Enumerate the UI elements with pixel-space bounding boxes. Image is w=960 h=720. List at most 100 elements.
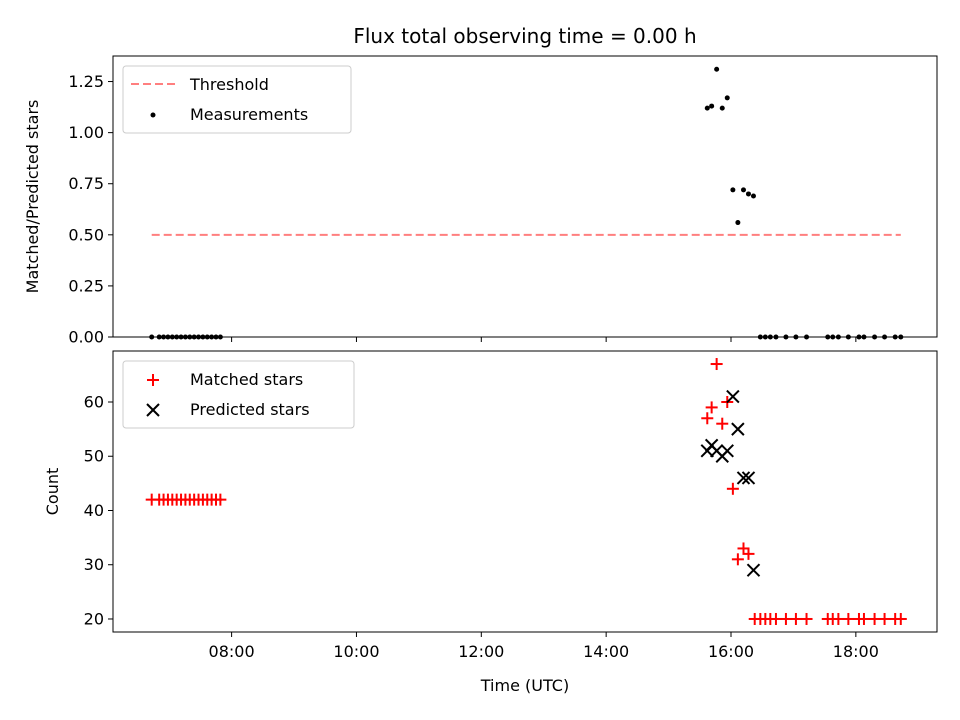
- measurement-point: [793, 334, 799, 340]
- bottom-y-tick-label: 50: [84, 447, 104, 466]
- matched-star-point: [800, 612, 813, 625]
- measurement-point: [773, 334, 779, 340]
- top-y-tick-label: 1.25: [68, 72, 104, 91]
- measurement-point: [200, 334, 206, 340]
- bottom-y-tick-label: 60: [84, 392, 104, 411]
- bottom-axes: Count Time (UTC) 20 30 40 50 60 08:00 10:00 12…: [43, 350, 938, 695]
- bottom-y-ticks: 20 30 40 50 60: [84, 392, 113, 628]
- matched-star-point: [705, 401, 718, 414]
- measurement-point: [892, 334, 898, 340]
- measurement-point: [149, 334, 155, 340]
- predicted-star-point: [741, 471, 756, 485]
- measurement-point: [762, 334, 768, 340]
- matched-star-point: [894, 612, 907, 625]
- bottom-legend: Matched stars Predicted stars: [122, 360, 355, 429]
- measurement-point: [845, 334, 851, 340]
- matched-star-point: [878, 612, 891, 625]
- measurement-point: [830, 334, 836, 340]
- chart-title: Flux total observing time = 0.00 h: [353, 24, 696, 48]
- top-y-axis-label: Matched/Predicted stars: [23, 100, 42, 294]
- x-tick-label: 14:00: [583, 642, 629, 661]
- x-tick-label: 08:00: [209, 642, 255, 661]
- x-tick-label: 18:00: [833, 642, 879, 661]
- bottom-axes-frame: [112, 350, 938, 633]
- measurement-point: [745, 191, 751, 197]
- top-legend-box: [122, 65, 352, 134]
- bottom-y-axis-label: Count: [43, 468, 62, 516]
- measurement-point: [898, 334, 904, 340]
- x-axis-label: Time (UTC): [480, 676, 569, 695]
- measurement-point: [174, 334, 180, 340]
- top-y-tick-label: 1.00: [68, 123, 104, 142]
- measurement-point: [719, 105, 725, 111]
- measurement-point: [757, 334, 763, 340]
- measurement-point: [740, 187, 746, 193]
- measurement-point: [783, 334, 789, 340]
- measurement-point: [209, 334, 215, 340]
- measurement-point: [156, 334, 162, 340]
- measurement-point: [187, 334, 193, 340]
- matched-star-point: [716, 417, 729, 430]
- matched-star-point: [710, 358, 723, 371]
- bottom-legend-box: [122, 360, 355, 429]
- measurement-point: [161, 334, 167, 340]
- legend-matched-label: Matched stars: [190, 370, 303, 389]
- measurement-point: [856, 334, 862, 340]
- measurement-point: [204, 334, 210, 340]
- top-x-ticks: [231, 337, 857, 342]
- measurement-point: [767, 334, 773, 340]
- measurement-point: [825, 334, 831, 340]
- x-tick-label: 10:00: [333, 642, 379, 661]
- matched-star-point: [726, 482, 739, 495]
- legend-predicted-swatch: [146, 403, 160, 417]
- bottom-y-tick-label: 30: [84, 555, 104, 574]
- x-tick-label: 12:00: [458, 642, 504, 661]
- predicted-star-point: [726, 389, 740, 404]
- measurement-point: [217, 334, 223, 340]
- measurement-point: [872, 334, 878, 340]
- top-axes-frame: [112, 55, 938, 338]
- predicted-star-point: [736, 471, 751, 485]
- measurement-point: [704, 105, 710, 111]
- matched-star-point: [742, 547, 755, 560]
- matched-star-point: [842, 612, 855, 625]
- measurement-point: [804, 334, 810, 340]
- bottom-y-tick-label: 20: [84, 609, 104, 628]
- measurement-point: [196, 334, 202, 340]
- top-legend: Threshold Measurements: [122, 65, 352, 134]
- top-axes: Matched/Predicted stars 0.00 0.25 0.50 0.75…: [23, 55, 938, 347]
- measurement-point: [709, 103, 715, 109]
- measurement-point: [213, 334, 219, 340]
- top-y-tick-label: 0.25: [68, 276, 104, 295]
- legend-measurements-label: Measurements: [190, 105, 308, 124]
- top-y-tick-label: 0.00: [68, 328, 104, 347]
- measurement-point: [178, 334, 184, 340]
- predicted-star-point: [720, 444, 734, 458]
- legend-measurements-swatch: [150, 112, 156, 118]
- predicted-star-point: [731, 422, 745, 436]
- measurement-point: [750, 193, 756, 199]
- measurement-point: [835, 334, 841, 340]
- matched-star-point: [789, 612, 802, 625]
- measurement-point: [182, 334, 188, 340]
- measurement-point: [165, 334, 171, 340]
- bottom-y-tick-label: 40: [84, 501, 104, 520]
- measurement-point: [735, 220, 741, 226]
- measurement-point: [882, 334, 888, 340]
- legend-threshold-label: Threshold: [189, 75, 269, 94]
- matched-star-point: [731, 553, 744, 566]
- legend-matched-swatch: [147, 374, 159, 386]
- top-plot-marks: [149, 66, 904, 340]
- measurement-point: [169, 334, 175, 340]
- bottom-x-ticks: 08:00 10:00 12:00 14:00 16:00 18:00: [209, 632, 879, 661]
- measurement-point: [724, 95, 730, 101]
- top-y-tick-label: 0.75: [68, 174, 104, 193]
- top-y-ticks: 0.00 0.25 0.50 0.75 1.00 1.25: [68, 72, 113, 347]
- measurement-point: [730, 187, 736, 193]
- measurement-point: [191, 334, 197, 340]
- matched-star-point: [857, 612, 870, 625]
- measurement-point: [714, 66, 720, 72]
- x-tick-label: 16:00: [708, 642, 754, 661]
- top-y-tick-label: 0.50: [68, 225, 104, 244]
